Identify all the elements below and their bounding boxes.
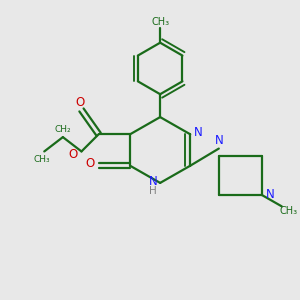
Text: O: O xyxy=(75,96,85,109)
Text: N: N xyxy=(214,134,223,147)
Text: CH₃: CH₃ xyxy=(33,155,50,164)
Text: CH₃: CH₃ xyxy=(151,17,169,27)
Text: N: N xyxy=(266,188,275,201)
Text: O: O xyxy=(69,148,78,161)
Text: H: H xyxy=(149,187,157,196)
Text: CH₃: CH₃ xyxy=(280,206,298,216)
Text: CH₂: CH₂ xyxy=(55,124,71,134)
Text: N: N xyxy=(194,126,202,139)
Text: O: O xyxy=(85,157,95,170)
Text: N: N xyxy=(148,175,158,188)
